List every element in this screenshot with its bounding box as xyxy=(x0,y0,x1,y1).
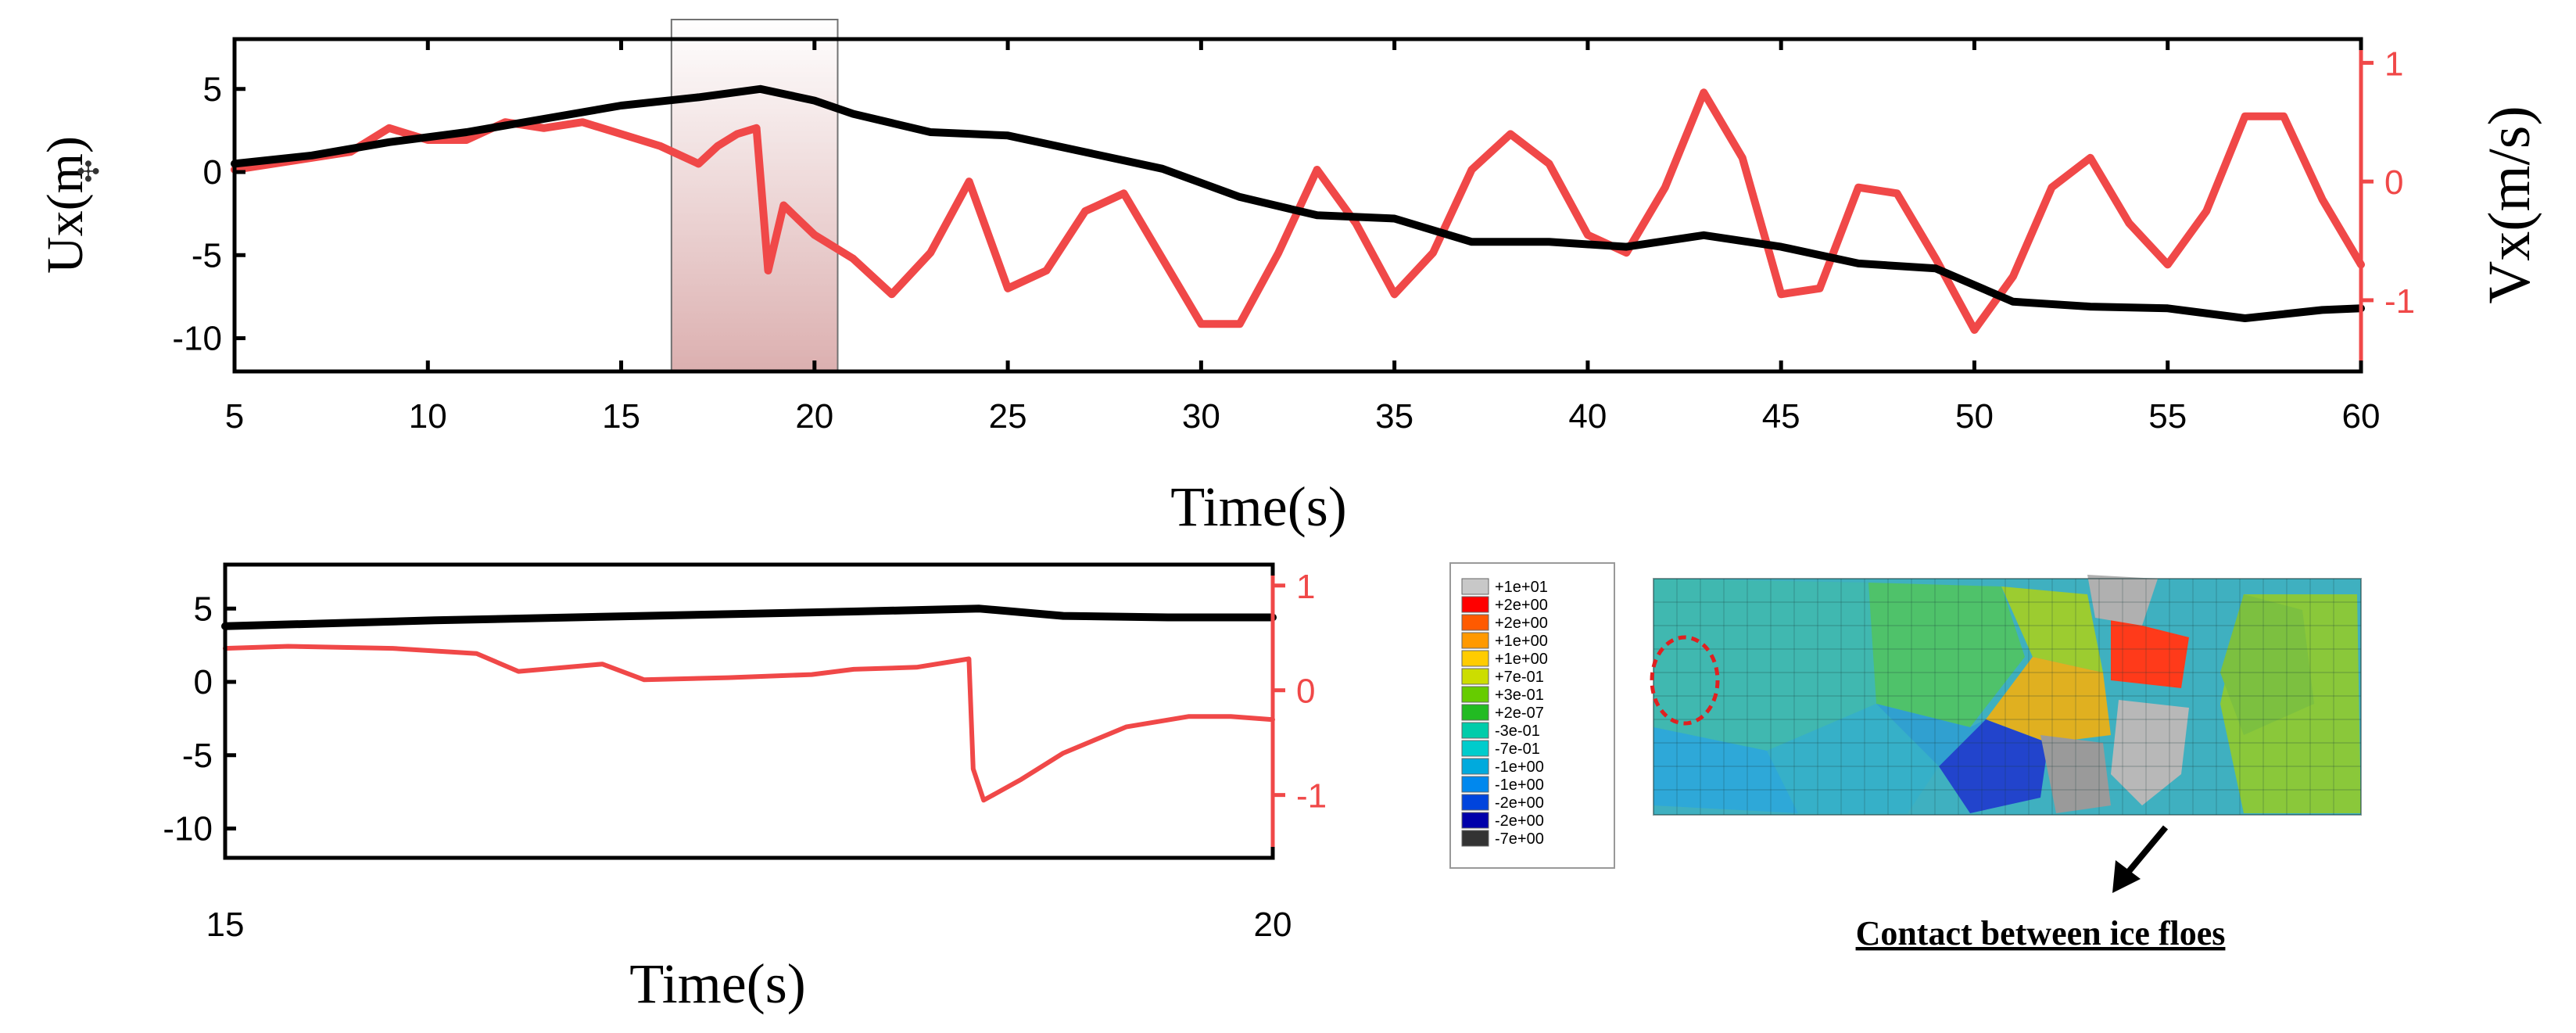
y-left-tick-label: -10 xyxy=(172,320,222,358)
legend-swatch xyxy=(1461,596,1489,613)
vx-line-0 xyxy=(231,88,2365,334)
legend-swatch xyxy=(1461,686,1489,703)
zoom-chart: 15 20 50-5-10 10-1 Time(s) xyxy=(163,562,1327,1015)
legend-value: +3e-01 xyxy=(1495,687,1544,704)
x-tick-label: 50 xyxy=(1955,397,1994,436)
legend-value: +1e+00 xyxy=(1495,633,1548,650)
y-left-tick-label: 0 xyxy=(194,663,213,701)
x-tick-label: 20 xyxy=(1254,906,1292,944)
y-left-tick-label: 5 xyxy=(194,590,213,628)
top-x-ticks: 5 10 15 20 25 30 35 40 45 50 55 60 xyxy=(225,39,2381,436)
x-tick-label: 60 xyxy=(2342,397,2381,436)
contour-legend: +1e+01+2e+00+2e+00+1e+00+1e+00+7e-01+3e-… xyxy=(1461,578,1548,848)
x-tick-label: 30 xyxy=(1182,397,1220,436)
contact-arrow xyxy=(2123,825,2169,877)
contact-arrow-head xyxy=(2112,860,2141,893)
legend-swatch xyxy=(1461,812,1489,829)
x-tick-label: 15 xyxy=(602,397,640,436)
y-right-tick-label: -1 xyxy=(1296,777,1327,816)
legend-value: +1e+00 xyxy=(1495,651,1548,668)
y-right-tick-label: 1 xyxy=(1296,568,1315,606)
legend-swatch xyxy=(1461,632,1489,649)
x-tick-label: 20 xyxy=(795,397,833,436)
legend-value: -7e+00 xyxy=(1495,830,1544,848)
zoom-x-axis-title: Time(s) xyxy=(629,952,805,1015)
top-left-y-axis-title: Ux(m) xyxy=(37,136,94,274)
y-right-tick-label: 0 xyxy=(1296,673,1315,711)
cursor-icon: ✣ xyxy=(77,156,100,188)
vx-line-1 xyxy=(223,644,1275,803)
legend-swatch xyxy=(1461,650,1489,667)
legend-swatch xyxy=(1461,758,1489,775)
y-left-tick-label: -5 xyxy=(192,236,222,274)
legend-swatch xyxy=(1461,776,1489,793)
ice-floe-mesh xyxy=(1653,575,2362,816)
x-tick-label: 40 xyxy=(1568,397,1607,436)
x-tick-label: 35 xyxy=(1375,397,1413,436)
legend-value: -3e-01 xyxy=(1495,723,1540,740)
top-vx-series xyxy=(231,88,2365,334)
legend-swatch xyxy=(1461,578,1489,595)
top-ux-series xyxy=(231,84,2365,322)
x-tick-label: 25 xyxy=(989,397,1027,436)
legend-swatch xyxy=(1461,794,1489,811)
legend-swatch xyxy=(1461,668,1489,685)
legend-value: +2e+00 xyxy=(1495,615,1548,632)
zoom-right-y-ticks: 1 0 -1 xyxy=(1273,568,1327,816)
y-right-tick-label: 0 xyxy=(2384,163,2403,202)
zoom-vx-series xyxy=(223,644,1275,803)
legend-value: -1e+00 xyxy=(1495,759,1544,776)
x-tick-label: 5 xyxy=(225,397,244,436)
zoom-plot-frame xyxy=(223,562,1275,860)
legend-value: -2e+00 xyxy=(1495,812,1544,830)
legend-value: +7e-01 xyxy=(1495,669,1544,686)
x-tick-label: 55 xyxy=(2148,397,2187,436)
y-left-tick-label: 5 xyxy=(203,70,222,109)
ux-line-0 xyxy=(231,84,2365,322)
legend-value: -1e+00 xyxy=(1495,777,1544,794)
zoom-x-ticks: 15 20 xyxy=(206,565,1292,944)
y-left-tick-label: -5 xyxy=(182,737,213,775)
top-right-y-axis-title: Vx(m/s) xyxy=(2477,106,2542,303)
legend-value: -7e-01 xyxy=(1495,741,1540,758)
legend-swatch xyxy=(1461,614,1489,631)
top-right-y-ticks: 1 0 -1 xyxy=(2361,45,2415,321)
legend-swatch xyxy=(1461,704,1489,721)
legend-swatch xyxy=(1461,740,1489,757)
y-right-tick-label: 1 xyxy=(2384,45,2403,83)
x-tick-label: 15 xyxy=(206,906,245,944)
contact-caption: Contact between ice floes xyxy=(1856,914,2226,952)
legend-value: +2e+00 xyxy=(1495,597,1548,614)
legend-swatch xyxy=(1461,722,1489,739)
y-left-tick-label: 0 xyxy=(203,153,222,192)
legend-value: -2e+00 xyxy=(1495,794,1544,812)
y-left-tick-label: -10 xyxy=(163,810,213,848)
contour-panel: +1e+01+2e+00+2e+00+1e+00+1e+00+7e-01+3e-… xyxy=(1449,562,2362,952)
y-right-tick-label: -1 xyxy=(2384,282,2415,321)
ux-line-1 xyxy=(221,604,1277,630)
x-tick-label: 10 xyxy=(409,397,447,436)
highlight-window xyxy=(670,19,839,372)
zoom-ux-series xyxy=(221,604,1277,630)
legend-swatch xyxy=(1461,830,1489,847)
legend-value: +2e-07 xyxy=(1495,705,1544,722)
x-tick-label: 45 xyxy=(1762,397,1800,436)
contact-highlight-circle xyxy=(1650,635,1720,726)
top-left-y-ticks: 5 0 -5 -10 xyxy=(172,70,245,358)
zoom-left-y-ticks: 5 0 -5 -10 xyxy=(163,590,236,848)
top-x-axis-title: Time(s) xyxy=(1170,475,1346,538)
top-chart: 5 10 15 20 25 30 35 40 45 50 55 60 50-5-10 10-1 Tim… xyxy=(37,19,2542,538)
legend-value: +1e+01 xyxy=(1495,579,1548,596)
